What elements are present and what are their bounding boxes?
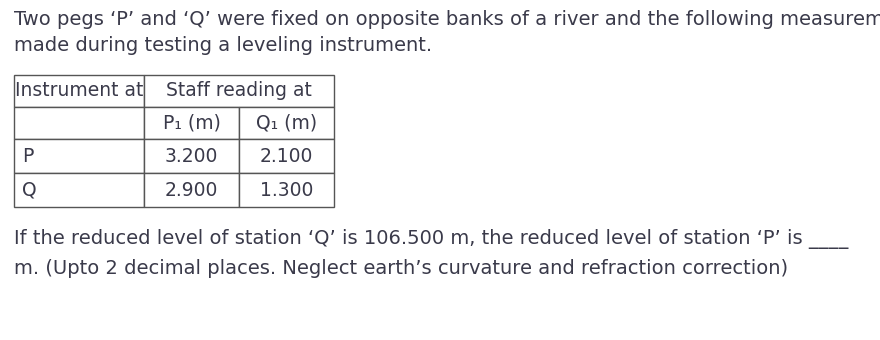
Bar [14,173,144,207]
Bar [144,75,334,107]
Bar [144,107,239,139]
Bar [239,139,334,173]
Text: 2.900: 2.900 [165,181,218,200]
Text: m. (Upto 2 decimal places. Neglect earth’s curvature and refraction correction): m. (Upto 2 decimal places. Neglect earth… [14,259,788,278]
Text: P: P [22,147,33,166]
Bar [144,139,239,173]
Bar [144,173,239,207]
Bar [239,173,334,207]
Text: Two pegs ‘P’ and ‘Q’ were fixed on opposite banks of a river and the following m: Two pegs ‘P’ and ‘Q’ were fixed on oppos… [14,10,880,29]
Text: Q: Q [22,181,37,200]
Text: 3.200: 3.200 [165,147,218,166]
Bar [239,107,334,139]
Bar [14,107,144,139]
Text: Q₁ (m): Q₁ (m) [256,114,317,133]
Text: 2.100: 2.100 [260,147,313,166]
Text: made during testing a leveling instrument.: made during testing a leveling instrumen… [14,36,432,55]
Bar [14,75,144,107]
Text: Staff reading at: Staff reading at [166,82,312,101]
Text: Instrument at: Instrument at [15,82,143,101]
Bar [14,139,144,173]
Text: 1.300: 1.300 [260,181,313,200]
Text: P₁ (m): P₁ (m) [163,114,220,133]
Text: If the reduced level of station ‘Q’ is 106.500 m, the reduced level of station ‘: If the reduced level of station ‘Q’ is 1… [14,229,848,249]
